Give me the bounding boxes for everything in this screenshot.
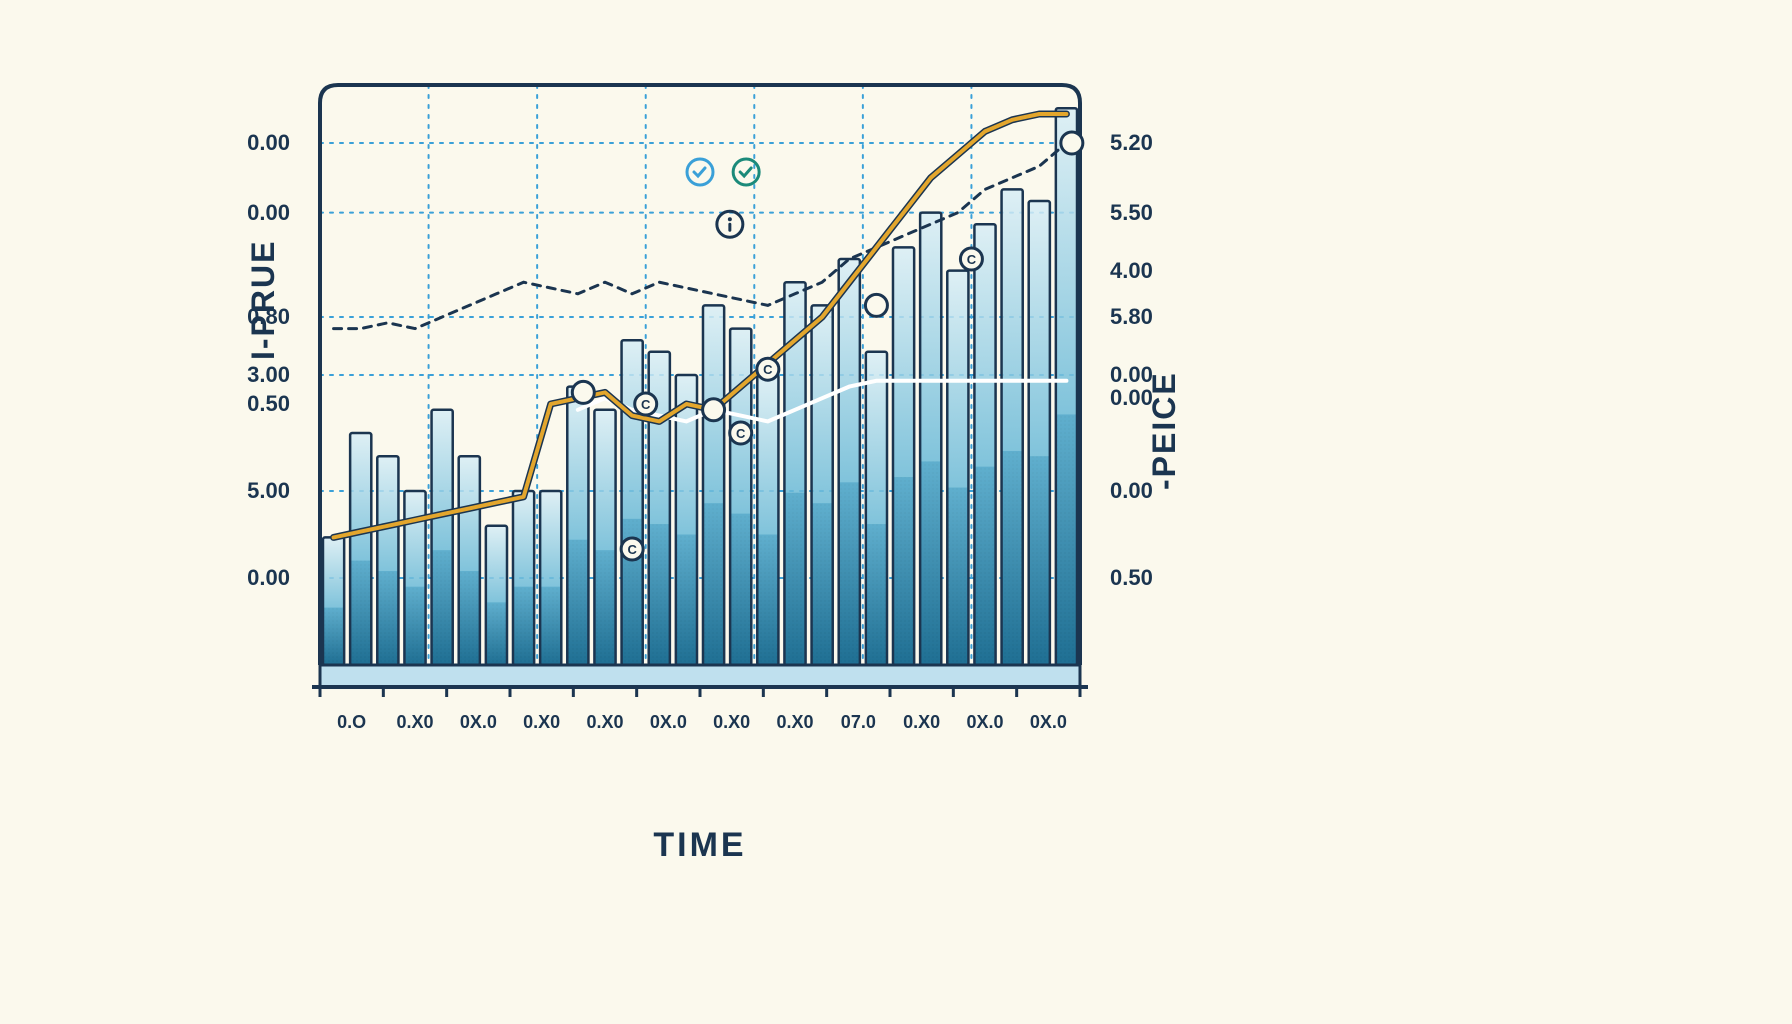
plot-area: C C C C C [300,60,1100,720]
svg-text:C: C [967,252,977,267]
x-tick: 0.X0 [396,687,433,733]
x-axis-label: TIME [300,826,1100,865]
y-axis-label-right: -PEICE [1146,371,1183,490]
y-tick-left: 0.00 [247,565,300,591]
x-tick: 0X.0 [650,687,687,733]
x-tick: 0.X0 [586,687,623,733]
x-tick: 0X.0 [460,687,497,733]
x-tick: 0.X0 [713,687,750,733]
x-tick: 0.X0 [776,687,813,733]
y-tick-right: 5.50 [1100,200,1153,226]
y-tick-right: 0.00 [1100,362,1153,388]
svg-text:C: C [627,542,637,557]
y-tick-right: 5.20 [1100,130,1153,156]
x-tick: 07.0 [841,687,876,733]
svg-text:C: C [641,397,651,412]
y-tick-right: 0.50 [1100,565,1153,591]
y-tick-right: 0.00 [1100,385,1153,411]
y-tick-right: 5.80 [1100,304,1153,330]
x-tick: 0X.0 [966,687,1003,733]
y-tick-right: 4.00 [1100,258,1153,284]
svg-text:C: C [736,426,746,441]
y-tick-left: 5.00 [247,478,300,504]
y-tick-left: 0.00 [247,200,300,226]
y-axis-label-left: I-PRUE [245,240,282,360]
x-tick: 0.X0 [523,687,560,733]
svg-text:C: C [763,362,773,377]
x-tick: 0.O [337,687,366,733]
y-tick-left: 0.00 [247,130,300,156]
x-tick: 0.X0 [903,687,940,733]
y-tick-left: 0.50 [247,391,300,417]
y-tick-left: 3.00 [247,362,300,388]
x-tick: 0X.0 [1030,687,1067,733]
price-chart: BITCOIN PRICE PAUSES CCCCC 0.000.000.803… [300,60,1100,780]
y-tick-right: 0.00 [1100,478,1153,504]
